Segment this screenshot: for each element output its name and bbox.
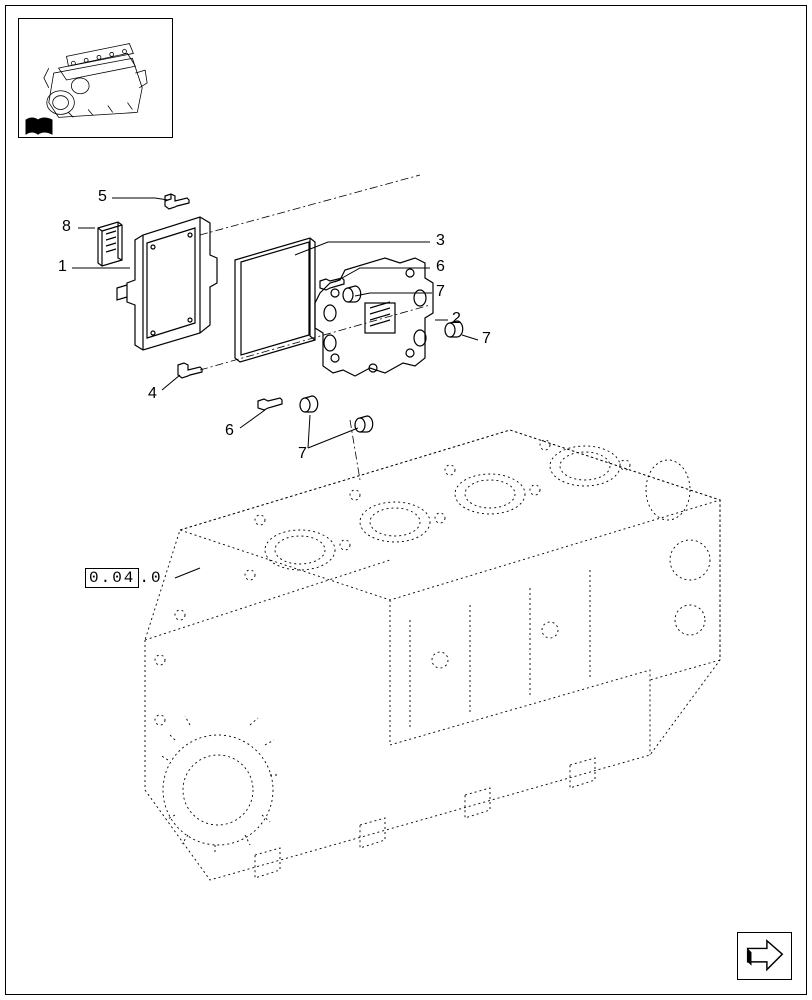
callout-3: 3 — [436, 232, 445, 250]
callout-7-upper: 7 — [436, 283, 445, 301]
next-page-icon[interactable] — [737, 932, 792, 980]
callout-8: 8 — [62, 218, 71, 236]
callout-6-lower: 6 — [225, 422, 234, 440]
callout-2: 2 — [452, 310, 461, 328]
reference-link: 0.04.0 — [85, 568, 163, 588]
reference-boxed: 0.04 — [85, 568, 139, 588]
callout-6-upper: 6 — [436, 258, 445, 276]
callout-7-lower: 7 — [298, 445, 307, 463]
callout-5: 5 — [98, 188, 107, 206]
page-frame — [5, 5, 807, 995]
callout-4: 4 — [148, 385, 157, 403]
callout-1: 1 — [58, 258, 67, 276]
reference-trailing: .0 — [139, 569, 162, 587]
callout-7-right: 7 — [482, 330, 491, 348]
manual-icon — [24, 116, 54, 136]
